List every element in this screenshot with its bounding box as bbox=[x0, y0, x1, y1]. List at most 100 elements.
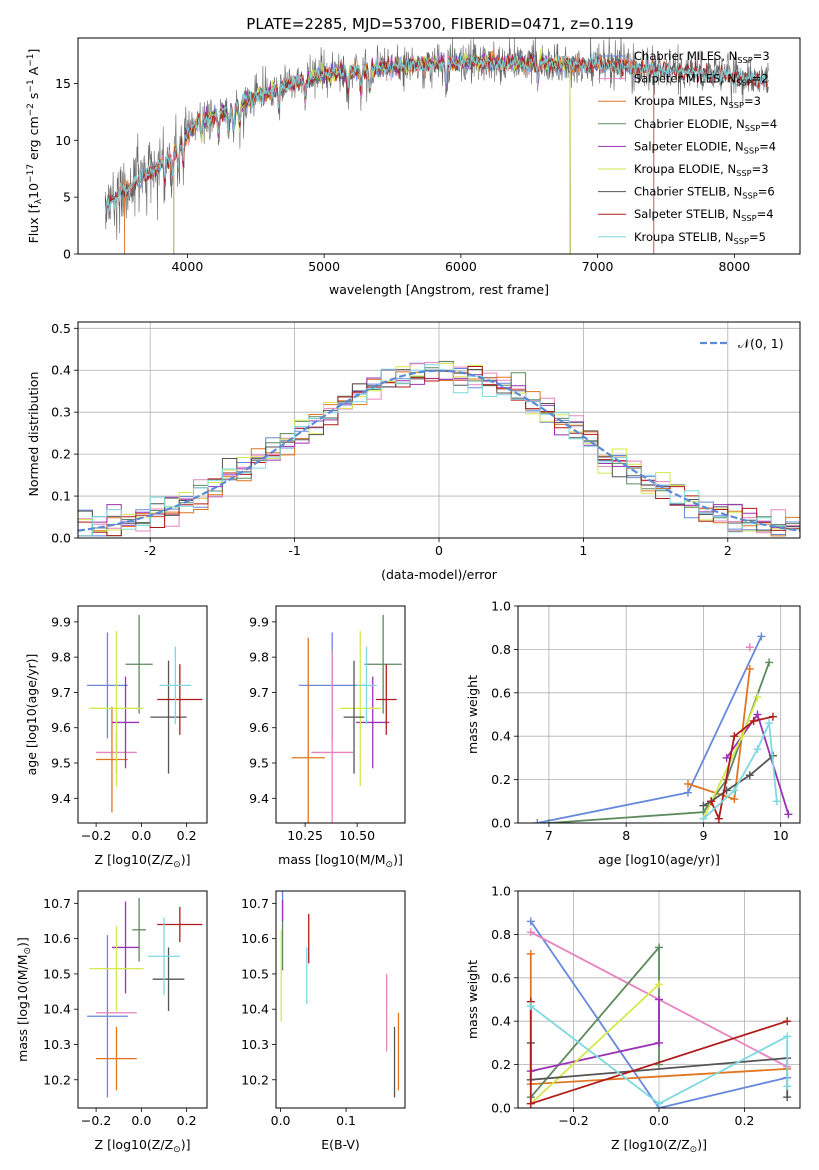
y-tick-label: 10.3 bbox=[43, 1037, 71, 1052]
x-axis-label: E(B-V) bbox=[321, 1137, 360, 1152]
weight-line bbox=[530, 999, 660, 1072]
errorbar-kroupa-miles bbox=[96, 1026, 137, 1091]
weights-salpeter-stelib bbox=[707, 712, 777, 823]
legend: 𝒩(0, 1) bbox=[700, 336, 784, 351]
model-spectrum-kroupa-stelib bbox=[104, 52, 769, 216]
plot-area bbox=[87, 898, 203, 1098]
errorbar-chabrier-elodie bbox=[125, 614, 153, 714]
axes-frame bbox=[517, 605, 801, 824]
errorbar-chabrier-elodie bbox=[132, 898, 146, 962]
x-tick-label: 9 bbox=[699, 828, 707, 843]
axes-frame bbox=[275, 605, 406, 824]
x-tick-label: −0.2 bbox=[81, 1113, 111, 1128]
x-tick-label: 10.50 bbox=[339, 828, 375, 843]
x-tick-label: 1 bbox=[579, 543, 587, 558]
x-axis-label: mass [log10(M/M⊙)] bbox=[278, 852, 403, 870]
legend-entry: Salpeter MILES, NSSP=2 bbox=[634, 72, 769, 88]
chart-weight_vs_age: 7 8 9 10 0.0 0.2 0.4 0.6 0.8 1.0 age [log10(age/yr… bbox=[465, 599, 801, 867]
x-tick-label: 7000 bbox=[582, 259, 614, 274]
y-axis-label: Flux [fλ10−17 erg cm−2 s−1 A−1] bbox=[26, 49, 44, 244]
x-axis-label: (data-model)/error bbox=[381, 567, 498, 582]
axes-frame bbox=[77, 605, 208, 824]
errorbar-chabrier-stelib bbox=[152, 947, 185, 1011]
x-tick-label: −0.2 bbox=[81, 828, 111, 843]
plot-area bbox=[518, 891, 800, 1108]
weights-kroupa-elodie bbox=[526, 980, 663, 1108]
y-tick-label: 10.3 bbox=[241, 1037, 269, 1052]
x-tick-label: 0.0 bbox=[649, 1113, 669, 1128]
weights-kroupa-stelib bbox=[699, 719, 781, 823]
errorbar-kroupa-miles bbox=[96, 706, 128, 813]
errorbar-salpeter-miles bbox=[311, 650, 353, 823]
x-tick-label: 10 bbox=[773, 828, 789, 843]
errorbar-kroupa-stelib bbox=[356, 646, 377, 725]
weight-line bbox=[530, 1005, 789, 1105]
y-tick-label: 9.8 bbox=[249, 650, 269, 665]
y-tick-label: 0.2 bbox=[491, 1057, 511, 1072]
x-tick-label: 0.0 bbox=[271, 1113, 291, 1128]
x-tick-label: −0.2 bbox=[558, 1113, 588, 1128]
errorbar-chabrier-stelib bbox=[150, 660, 187, 774]
y-tick-label: 10.7 bbox=[43, 896, 71, 911]
y-tick-label: 0.5 bbox=[51, 321, 71, 336]
x-tick-label: -1 bbox=[288, 543, 300, 558]
weights-chabrier-miles bbox=[533, 632, 766, 823]
errorbar-chabrier-miles bbox=[87, 935, 128, 1098]
x-tick-label: 4000 bbox=[171, 259, 203, 274]
y-tick-label: 0.2 bbox=[491, 772, 511, 787]
legend-entry: Kroupa ELODIE, NSSP=3 bbox=[634, 162, 769, 178]
weight-line bbox=[530, 983, 660, 1105]
errorbar-chabrier-stelib bbox=[343, 660, 365, 774]
y-tick-label: 15 bbox=[55, 76, 71, 91]
chart-mass_vs_Z: −0.2 0.0 0.2 10.2 10.3 10.4 10.5 10.6 10.7 Z [log… bbox=[15, 890, 208, 1155]
x-tick-label: 0 bbox=[435, 543, 443, 558]
y-tick-label: 9.4 bbox=[51, 791, 71, 806]
y-tick-label: 1.0 bbox=[491, 599, 511, 614]
y-tick-label: 0 bbox=[63, 247, 71, 262]
errorbar-kroupa-elodie bbox=[89, 630, 144, 786]
x-tick-label: 5000 bbox=[308, 259, 340, 274]
y-axis-label: Normed distribution bbox=[26, 372, 41, 497]
y-tick-label: 0.3 bbox=[51, 405, 71, 420]
y-tick-label: 9.6 bbox=[249, 720, 269, 735]
axes-frame bbox=[275, 890, 406, 1109]
y-tick-label: 0.0 bbox=[491, 1101, 511, 1116]
normal-curve bbox=[78, 369, 800, 532]
y-tick-label: 10.2 bbox=[43, 1072, 71, 1087]
x-tick-label: 0.2 bbox=[177, 1113, 197, 1128]
plot-area bbox=[291, 614, 402, 823]
weights-chabrier-stelib bbox=[699, 751, 777, 810]
histogram-salpeter-stelib bbox=[78, 366, 800, 537]
y-tick-label: 0.6 bbox=[491, 685, 511, 700]
chart-weight_vs_Z: −0.2 0.0 0.2 0.0 0.2 0.4 0.6 0.8 1.0 Z [log10(Z/Z… bbox=[465, 884, 801, 1155]
x-axis-label: Z [log10(Z/Z⊙)] bbox=[611, 1137, 707, 1155]
plot-area bbox=[87, 614, 203, 813]
axes-frame bbox=[77, 321, 801, 539]
y-tick-label: 9.7 bbox=[51, 685, 71, 700]
y-axis-label: mass weight bbox=[465, 960, 480, 1039]
y-tick-label: 10.6 bbox=[43, 931, 71, 946]
y-axis-label: age [log10(age/yr)] bbox=[24, 654, 39, 776]
y-tick-label: 0.4 bbox=[51, 363, 71, 378]
y-tick-label: 10.4 bbox=[43, 1002, 71, 1017]
plot-area bbox=[104, 38, 769, 254]
y-tick-label: 10.2 bbox=[241, 1072, 269, 1087]
y-tick-label: 10 bbox=[55, 133, 71, 148]
x-tick-label: -2 bbox=[144, 543, 156, 558]
x-tick-label: 10.25 bbox=[287, 828, 323, 843]
y-tick-label: 0.8 bbox=[491, 642, 511, 657]
plot-area bbox=[518, 606, 800, 823]
legend-entry: 𝒩(0, 1) bbox=[738, 336, 784, 351]
axes-frame bbox=[77, 37, 801, 255]
legend-entry: Chabrier MILES, NSSP=3 bbox=[634, 49, 770, 65]
weights-salpeter-miles bbox=[745, 643, 754, 652]
plot-area bbox=[78, 322, 800, 538]
chart-age_vs_mass: 10.25 10.50 9.4 9.5 9.6 9.7 9.8 9.9 mass [log10(… bbox=[249, 605, 406, 870]
errorbar-kroupa-elodie bbox=[89, 926, 144, 1011]
weights-salpeter-elodie bbox=[722, 710, 793, 819]
x-tick-label: 6000 bbox=[445, 259, 477, 274]
errorbar-kroupa-miles bbox=[291, 637, 325, 823]
x-tick-label: 2 bbox=[724, 543, 732, 558]
y-tick-label: 10.7 bbox=[241, 896, 269, 911]
